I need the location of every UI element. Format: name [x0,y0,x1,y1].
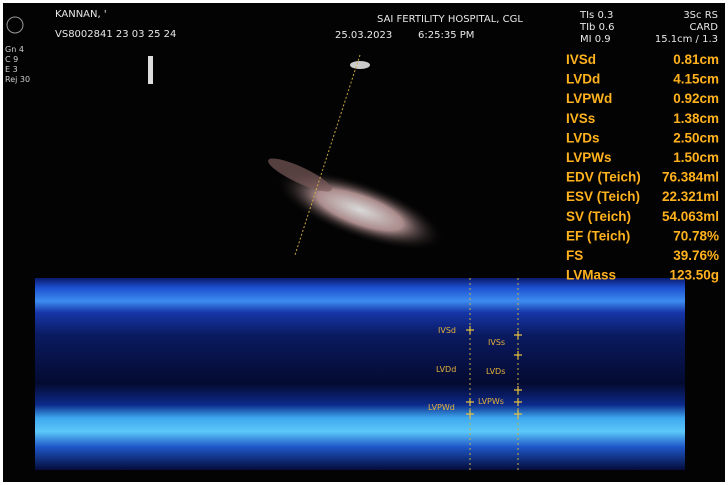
measurement-label: LVMass [566,268,616,283]
echo-top [350,61,370,69]
time: 6:25:35 PM [418,30,474,41]
measurement-value: 1.50cm [673,150,719,165]
measurement-label: LVDs [566,130,600,145]
setting: Rej 30 [5,75,30,84]
caliper-label: LVPWs [478,397,504,406]
patient: KANNAN, ' [55,9,107,20]
measurement-label: IVSd [566,52,596,67]
measurement-value: 4.15cm [673,72,719,87]
probe: 3Sc RS [683,10,718,21]
patient-id: VS8002841 23 03 25 24 [55,29,176,40]
measurement-value: 22.321ml [662,189,719,204]
measurement-label: IVSs [566,111,595,126]
caliper-label: IVSd [438,326,456,335]
measurement-label: LVPWd [566,91,612,106]
setting: E 3 [5,65,18,74]
measurement-value: 1.38cm [673,111,719,126]
caliper-marks [466,326,522,418]
probe: CARD [690,22,719,33]
measurement-value: 54.063ml [662,209,719,224]
measurement-value: 76.384ml [662,170,719,185]
measurement-label: EF (Teich) [566,228,630,243]
measurement-value: 39.76% [673,248,719,263]
probe: 15.1cm / 1.3 [655,34,718,45]
setting: Gn 4 [5,45,24,54]
index: MI 0.9 [580,34,611,45]
measurement-value: 70.78% [673,228,719,243]
measurement-value: 0.92cm [673,91,719,106]
mmode-image [35,278,685,470]
measurement-value: 123.50g [669,268,719,283]
logo [6,16,24,34]
caliper-label: LVDd [436,365,456,374]
measurement-label: LVPWs [566,150,612,165]
measurement-label: FS [566,248,583,263]
index: TIs 0.3 [579,10,613,21]
measurement-label: EDV (Teich) [566,170,641,185]
index: TIb 0.6 [579,22,615,33]
measurement-value: 0.81cm [673,52,719,67]
measurement-label: LVDd [566,72,600,87]
caliper-label: IVSs [488,338,505,347]
date: 25.03.2023 [335,30,392,41]
mmode-cursor [294,54,361,256]
grayscale-bar [148,56,153,84]
hospital: SAI FERTILITY HOSPITAL, CGL [377,14,523,25]
measurement-label: SV (Teich) [566,209,631,224]
caliper-label: LVDs [486,367,505,376]
caliper-label: LVPWd [428,403,455,412]
setting: C 9 [5,55,18,64]
measurements: IVSd 0.81cm LVDd 4.15cm LVPWd 0.92cm IVSs 1.38c… [566,52,719,283]
measurement-label: ESV (Teich) [566,189,640,204]
measurement-value: 2.50cm [673,130,719,145]
echo-wall [268,158,332,192]
